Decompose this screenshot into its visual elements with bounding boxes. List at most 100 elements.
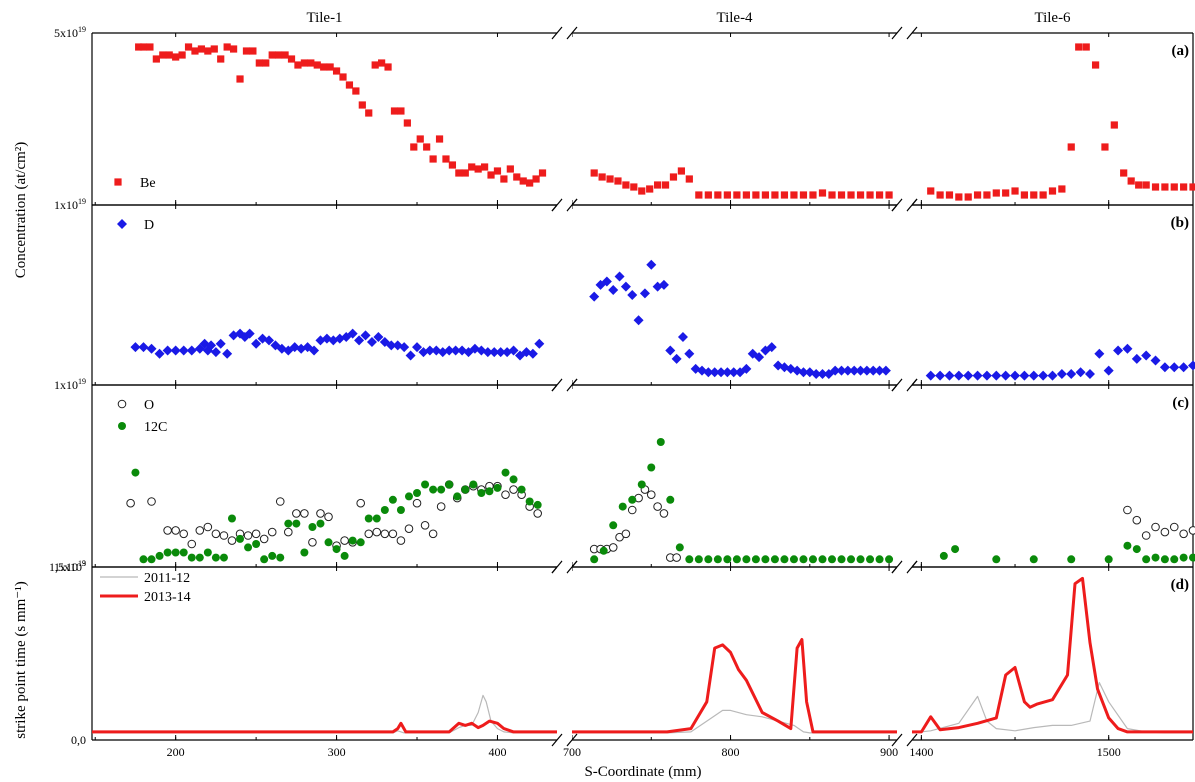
data-point-D — [963, 370, 974, 381]
data-point-Be — [146, 43, 154, 51]
data-point-Be — [1142, 181, 1150, 189]
data-point-D — [527, 348, 538, 359]
data-point-D — [138, 342, 149, 353]
data-point-12C — [828, 555, 836, 564]
data-point-12C — [770, 555, 779, 564]
data-point-Be — [159, 51, 167, 59]
tile-label: Tile-6 — [1034, 10, 1071, 26]
data-point-12C — [461, 485, 470, 494]
data-point-Be — [1189, 183, 1195, 191]
data-point-12C — [437, 485, 446, 494]
data-point-D — [1169, 362, 1180, 373]
data-point-Be — [733, 191, 741, 199]
x-tick-label: 700 — [563, 745, 581, 759]
data-point-Be — [423, 143, 431, 151]
data-point-D — [1159, 362, 1170, 373]
data-point-Be — [513, 173, 521, 181]
data-point-12C — [139, 555, 148, 564]
axis-break-slash — [891, 560, 903, 574]
data-point-D — [842, 365, 853, 376]
data-point-Be — [1170, 183, 1178, 191]
data-point-D — [206, 340, 217, 351]
data-point-12C — [637, 480, 646, 489]
data-point-Be — [714, 191, 722, 199]
data-point-12C — [292, 519, 301, 528]
data-point-Be — [538, 169, 547, 177]
data-point-12C — [866, 555, 875, 564]
data-point-Be — [461, 169, 469, 177]
data-point-12C — [356, 538, 365, 547]
data-point-D — [855, 365, 866, 376]
data-point-Be — [326, 63, 334, 71]
data-point-Be — [197, 45, 206, 53]
data-point-Be — [809, 191, 817, 199]
axis-break-gap — [897, 561, 912, 573]
series-line-2013-14 — [92, 719, 557, 734]
axis-break-gap — [557, 199, 572, 211]
data-point-D — [405, 350, 416, 361]
data-point-O — [1179, 529, 1188, 539]
legend-label: D — [144, 218, 154, 233]
axis-break-slash — [891, 198, 903, 212]
data-point-12C — [694, 555, 703, 564]
data-point-D — [244, 328, 255, 339]
data-point-D — [1047, 370, 1058, 381]
data-point-Be — [771, 191, 779, 199]
data-point-12C — [517, 485, 526, 494]
data-point-O — [509, 485, 518, 494]
data-point-D — [178, 345, 189, 356]
data-point-12C — [590, 555, 599, 564]
data-point-D — [170, 345, 181, 356]
data-point-Be — [384, 63, 392, 71]
data-point-Be — [332, 67, 341, 75]
data-point-O — [316, 509, 325, 518]
data-point-Be — [1127, 177, 1135, 185]
data-point-12C — [599, 546, 608, 555]
data-point-O — [380, 529, 390, 539]
data-point-O — [412, 498, 422, 508]
data-point-D — [633, 315, 644, 326]
data-point-D — [1178, 362, 1189, 373]
data-point-O — [672, 553, 681, 562]
data-point-D — [981, 370, 992, 381]
y-axis-title-concentration: Concentration (at/cm²) — [13, 142, 29, 279]
data-point-Be — [945, 191, 954, 199]
axis-breaks — [551, 26, 918, 747]
data-point-D — [728, 367, 739, 378]
data-point-12C — [413, 489, 422, 497]
data-point-O — [396, 536, 406, 545]
legend-swatch — [118, 422, 126, 430]
y-tick-label-bottom: 0,0 — [71, 733, 86, 747]
y-tick-label-bottom: 1x1019 — [54, 197, 86, 212]
data-point-O — [211, 529, 221, 539]
data-point-D — [972, 370, 983, 381]
data-point-12C — [308, 523, 317, 531]
data-point-Be — [630, 183, 638, 191]
data-point-D — [354, 335, 365, 346]
data-point-Be — [1110, 121, 1118, 129]
data-point-12C — [1151, 553, 1160, 562]
data-point-12C — [1104, 555, 1113, 564]
data-point-D — [450, 345, 461, 356]
axis-break-gap — [897, 199, 912, 211]
axis-ticks — [92, 32, 1110, 741]
data-point-12C — [609, 521, 618, 530]
data-point-Be — [818, 189, 827, 197]
data-point-D — [146, 343, 157, 354]
data-point-O — [126, 498, 135, 508]
data-point-Be — [847, 191, 855, 199]
data-point-12C — [485, 487, 494, 496]
data-point-Be — [480, 163, 489, 171]
data-point-D — [534, 338, 545, 349]
data-point-D — [1028, 370, 1039, 381]
legend-label: Be — [140, 176, 156, 191]
data-point-12C — [1123, 541, 1132, 550]
data-point-12C — [533, 500, 542, 509]
data-point-Be — [403, 119, 411, 127]
axis-break-slash — [566, 560, 578, 574]
data-point-Be — [598, 173, 606, 181]
series-line-2013-14 — [572, 638, 897, 734]
legend-swatch — [114, 178, 122, 186]
data-point-12C — [396, 506, 405, 514]
axis-break-slash — [566, 378, 578, 392]
